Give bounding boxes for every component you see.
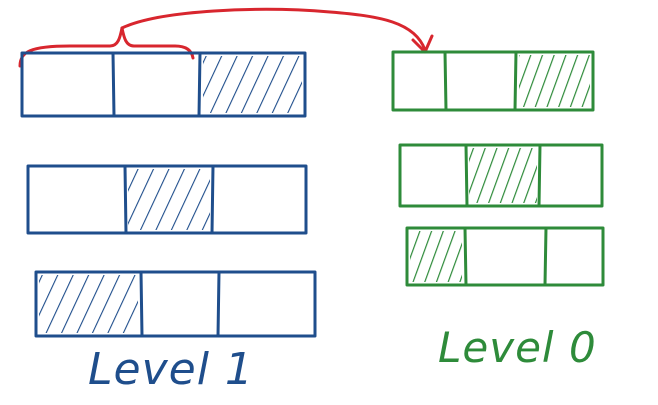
level1-row-3 <box>34 270 317 338</box>
level1-row-3-divider-1 <box>139 270 144 338</box>
level1-row-2 <box>26 164 308 235</box>
level0-row-2-box <box>398 143 604 208</box>
curved-arrow-icon <box>120 7 427 52</box>
level0-row-1-divider-2 <box>513 50 518 112</box>
level0-row-3-divider-2 <box>543 226 548 287</box>
level1-row-3-hatched-cell <box>39 275 138 333</box>
level1-row-2-divider-2 <box>210 164 215 235</box>
level0-row-2-divider-1 <box>464 143 469 208</box>
level0-row-2-divider-2 <box>537 143 542 208</box>
level0-label: Level 0 <box>438 323 597 372</box>
level0-row-3-box <box>405 226 605 287</box>
level0-row-3-hatched-cell <box>410 231 462 282</box>
level1-row-2-box <box>26 164 308 235</box>
level1-row-2-divider-1 <box>123 164 128 235</box>
level1-row-1-hatched-cell <box>203 56 302 113</box>
level0-group <box>391 50 605 287</box>
level1-group <box>20 51 317 338</box>
level1-row-3-box <box>34 270 317 338</box>
level0-row-1-hatched-cell <box>519 55 590 107</box>
curly-brace-icon <box>18 26 195 68</box>
level0-row-1-box <box>391 50 595 112</box>
level1-row-2-hatched-cell <box>128 169 210 230</box>
level0-row-3 <box>405 226 605 287</box>
level1-row-1-divider-2 <box>197 51 202 118</box>
level1-row-1 <box>20 51 307 118</box>
level0-row-1 <box>391 50 595 112</box>
level0-row-3-divider-1 <box>463 226 468 287</box>
level1-row-1-box <box>20 51 307 118</box>
level1-row-1-divider-1 <box>111 51 116 118</box>
level0-row-2 <box>398 143 604 208</box>
level1-label: Level 1 <box>88 344 254 395</box>
level1-row-3-divider-2 <box>216 270 221 338</box>
level0-row-2-hatched-cell <box>469 148 537 203</box>
level0-row-1-divider-1 <box>443 50 448 112</box>
